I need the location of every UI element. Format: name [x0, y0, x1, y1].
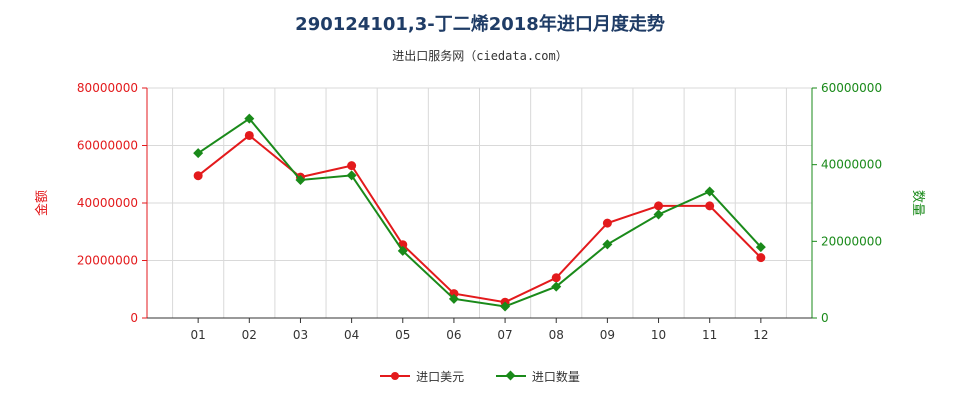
y-axis-right-title: 数量	[910, 190, 925, 216]
data-point-quantity	[704, 186, 715, 197]
x-tick-label: 08	[549, 328, 564, 342]
x-tick-label: 09	[600, 328, 615, 342]
data-point-quantity	[397, 245, 408, 256]
y-right-tick-label: 40000000	[821, 158, 882, 172]
legend-marker-value	[380, 372, 411, 380]
chart-title: 290124101,3-丁二烯2018年进口月度走势	[295, 14, 665, 35]
legend-marker-dot	[391, 372, 400, 380]
data-point-quantity	[500, 301, 511, 312]
data-point-value	[193, 171, 203, 181]
x-tick-label: 12	[753, 328, 768, 342]
x-tick-label: 03	[293, 328, 308, 342]
data-point-quantity	[448, 293, 459, 304]
data-point-value	[347, 161, 357, 171]
legend-item-value[interactable]: 进口美元	[380, 368, 464, 385]
data-point-value	[756, 253, 766, 263]
x-tick-label: 02	[242, 328, 257, 342]
legend-marker-quantity	[495, 370, 526, 381]
x-tick-label: 07	[497, 328, 512, 342]
data-point-quantity	[244, 113, 255, 124]
y-right-tick-label: 60000000	[821, 81, 882, 95]
x-tick-label: 04	[344, 328, 359, 342]
legend: 进口美元 进口数量	[0, 366, 960, 385]
legend-label-quantity: 进口数量	[531, 369, 580, 384]
data-point-value	[244, 130, 254, 140]
y-left-tick-label: 40000000	[77, 196, 138, 210]
y-left-tick-label: 0	[130, 311, 138, 325]
series-line-quantity	[197, 117, 762, 308]
data-point-value	[705, 201, 715, 211]
x-tick-label: 11	[702, 328, 717, 342]
data-point-quantity	[346, 170, 357, 181]
data-point-quantity	[193, 148, 204, 159]
legend-marker-diamond	[505, 370, 516, 381]
y-right-tick-label: 20000000	[821, 234, 882, 248]
x-tick-label: 10	[651, 328, 666, 342]
x-tick-label: 01	[191, 328, 206, 342]
y-left-tick-label: 60000000	[77, 139, 138, 153]
data-point-value	[602, 218, 612, 228]
y-left-tick-label: 20000000	[77, 254, 138, 268]
legend-item-quantity[interactable]: 进口数量	[495, 368, 580, 385]
y-axis-left-title: 金额	[34, 190, 50, 216]
chart-subtitle: 进出口服务网（ciedata.com）	[392, 49, 568, 63]
data-point-quantity	[295, 175, 306, 185]
y-right-tick-label: 0	[821, 311, 829, 325]
data-point-value	[551, 273, 561, 283]
x-tick-label: 05	[395, 328, 410, 342]
data-point-value	[654, 201, 664, 211]
data-point-quantity	[551, 281, 562, 292]
x-tick-label: 06	[446, 328, 461, 342]
y-left-tick-label: 80000000	[77, 81, 138, 95]
data-point-quantity	[653, 209, 664, 220]
data-point-quantity	[755, 242, 766, 253]
legend-label-value: 进口美元	[416, 369, 465, 384]
data-point-quantity	[602, 239, 613, 250]
